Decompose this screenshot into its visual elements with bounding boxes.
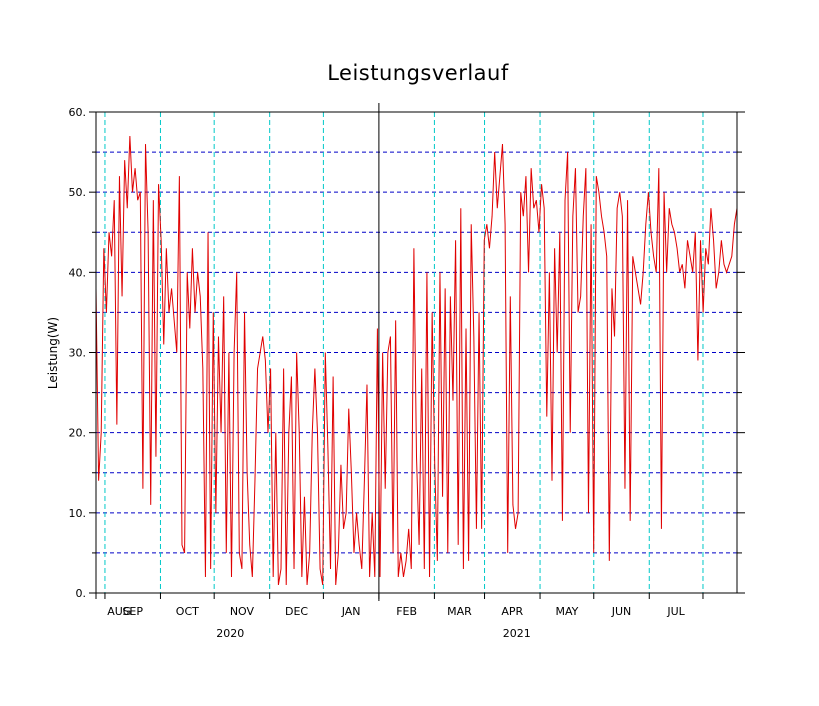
- y-tick-label-0: 0.: [76, 587, 87, 600]
- x-tick-label-nov: NOV: [230, 605, 255, 618]
- x-tick-label-jun: JUN: [611, 605, 632, 618]
- x-year-label-2020: 2020: [216, 627, 244, 640]
- y-tick-label-10: 10.: [69, 507, 87, 520]
- chart-title: Leistungsverlauf: [327, 61, 509, 85]
- plot-frame: [95, 111, 738, 594]
- y-tick-label-40: 40.: [69, 266, 87, 279]
- x-tick-label-jan: JAN: [341, 605, 361, 618]
- y-axis-ticks: 0. 10. 20. 30. 40. 50. 60.: [69, 106, 745, 600]
- y-tick-label-20: 20.: [69, 427, 87, 440]
- vertical-gridlines: [104, 103, 704, 601]
- x-tick-label-oct: OCT: [176, 605, 199, 618]
- x-tick-label-dec: DEC: [285, 605, 308, 618]
- x-tick-label-sep: SEP: [122, 605, 143, 618]
- y-tick-label-30: 30.: [69, 347, 87, 360]
- horizontal-gridlines: [96, 151, 737, 554]
- y-tick-label-50: 50.: [69, 186, 87, 199]
- x-tick-label-may: MAY: [555, 605, 578, 618]
- y-axis-label: Leistung(W): [46, 317, 60, 389]
- x-tick-label-aug: AUG: [107, 605, 131, 618]
- x-tick-label-jul: JUL: [666, 605, 685, 618]
- series-line-leistung: [95, 136, 738, 586]
- x-tick-label-mar: MAR: [447, 605, 472, 618]
- y-tick-label-60: 60.: [69, 106, 87, 119]
- x-year-label-2021: 2021: [503, 627, 531, 640]
- x-tick-label-apr: APR: [501, 605, 523, 618]
- x-tick-label-feb: FEB: [396, 605, 417, 618]
